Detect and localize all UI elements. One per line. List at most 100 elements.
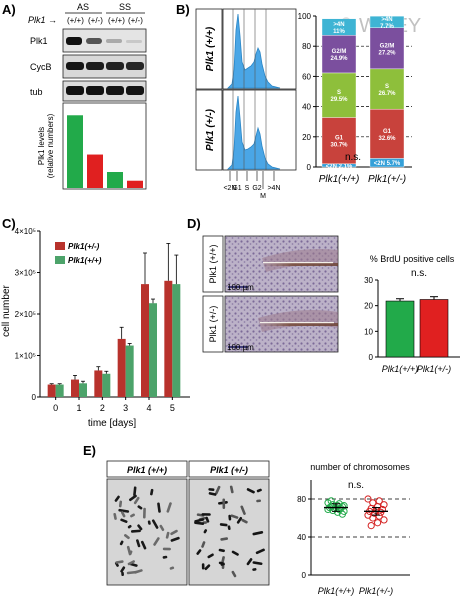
xtick-label-c-0: 0 [53, 403, 58, 413]
panel-b-letter: B) [176, 2, 190, 17]
column-label-e-2: Plk1 (+/-) [210, 465, 248, 475]
ytick-label-b-0: 0 [307, 163, 312, 172]
xtick-label-c-5: 5 [170, 403, 175, 413]
chromosome [151, 519, 159, 529]
bar-c-2-5 [172, 284, 181, 397]
bar-a-2 [87, 154, 103, 188]
point-e-1 [338, 510, 346, 518]
bar-c-1-1 [71, 379, 79, 397]
chromosome [153, 537, 160, 546]
chromosome [127, 560, 136, 566]
panel-a-letter: A) [2, 2, 16, 17]
chromosome [119, 540, 124, 546]
chromosome [120, 566, 126, 573]
chromosome [205, 516, 210, 523]
ytick-label-b-100: 100 [298, 12, 312, 21]
chromosome [229, 485, 234, 494]
segment-label-2-2: S 26.7% [378, 84, 396, 97]
chromosome [137, 505, 143, 510]
chromosome [114, 495, 120, 502]
marker-label-5: M [260, 193, 266, 200]
segment-label-0-2: <2N 5.7% [374, 161, 401, 167]
chromosome [115, 560, 124, 564]
xcat-label-d-1: Plk1(+/+) [382, 364, 419, 374]
fiber-highlight-1 [263, 262, 333, 264]
point-e-2 [380, 516, 388, 524]
bar-d-2 [419, 299, 449, 358]
point-e-2 [374, 519, 382, 527]
segment-G1-1 [321, 117, 357, 165]
bar-c-1-2 [94, 370, 103, 397]
segment-label-1-2: G1 32.6% [378, 129, 396, 142]
chromosome [169, 566, 175, 570]
band-plk1-4 [126, 40, 142, 43]
ytick-label-d-20: 20 [364, 302, 373, 311]
chromosome [246, 488, 255, 494]
chromosome [246, 558, 253, 566]
blot-row-label-plk1: Plk1 [30, 36, 48, 46]
genotype-label-2: (+/-) [88, 16, 103, 25]
chromosome [127, 524, 132, 529]
segment-S-1 [321, 72, 357, 118]
genotype-label-1: (+/+) [67, 16, 84, 25]
chromosome [120, 518, 128, 524]
chromosome [201, 563, 205, 570]
band-tub-3 [106, 86, 124, 95]
row-label-box-2 [195, 89, 223, 171]
segment-label-3-2: G2/M 27.2% [378, 43, 396, 56]
chromosome [120, 511, 126, 518]
point-e-1 [324, 505, 332, 514]
chromosome [162, 547, 171, 551]
band-cycb-4 [126, 62, 144, 70]
bar-d-1 [385, 300, 415, 358]
ylabel-c: cell number [1, 284, 12, 336]
chromosome [196, 549, 202, 555]
bar-a-3 [107, 172, 123, 188]
xlabel-c: time [days] [88, 418, 137, 429]
legend-swatch-c-2 [55, 256, 65, 264]
xtick-label-c-3: 3 [123, 403, 128, 413]
band-plk1-1 [66, 37, 82, 45]
chromosome [126, 570, 138, 575]
segment-4N-1 [321, 18, 357, 36]
chromosome [129, 550, 133, 555]
row-label-box-d2 [202, 295, 224, 353]
chromosomes-spread-2 [194, 485, 265, 578]
blot-row-label-cycb: CycB [30, 62, 52, 72]
ytick-label-c-4: 4×10⁵ [15, 227, 36, 236]
band-cycb-3 [106, 62, 124, 70]
ytick-label-b-60: 60 [302, 72, 311, 81]
chromosome [218, 548, 225, 553]
panel-c-letter: C) [2, 216, 16, 231]
tissue-band-2 [258, 310, 338, 332]
chromosome [140, 540, 147, 550]
genotype-label-3: (+/+) [108, 16, 125, 25]
group-label-as: AS [77, 2, 89, 12]
column-label-e-1: Plk1 (+/+) [127, 465, 167, 475]
chromosome [130, 529, 141, 533]
bar-c-2-4 [149, 303, 157, 397]
chromosome [150, 488, 154, 496]
chromosome [228, 514, 232, 521]
ns-label-b: n.s. [345, 152, 361, 163]
bar-a-4 [127, 180, 143, 188]
segment-label-3-1: G2/M 24.9% [330, 49, 348, 62]
chromosome [203, 529, 208, 534]
ytick-label-e-0: 0 [302, 571, 307, 580]
chromosome [133, 486, 137, 497]
bar-c-1-4 [141, 284, 149, 397]
blot-row-label-tub: tub [30, 87, 43, 97]
chart-title-e: number of chromosomes [310, 462, 410, 472]
fiber-highlight-2 [260, 322, 334, 324]
bar-c-1-5 [164, 280, 173, 397]
chromosome [128, 494, 137, 502]
marker-label-1: <2N [223, 185, 236, 192]
segment-G1-2 [369, 108, 405, 159]
ylabel-a: Plk1 levels(relative numbers) [37, 113, 55, 178]
chromosome [219, 523, 228, 527]
chromosome-count-chart-e: 0 40 80 Plk1(+/+) Plk1(+/-) n.s. [297, 480, 410, 596]
segment-label-1-1: G1 30.7% [330, 136, 348, 149]
bar-a-1 [67, 115, 83, 188]
chromosome [230, 514, 239, 519]
